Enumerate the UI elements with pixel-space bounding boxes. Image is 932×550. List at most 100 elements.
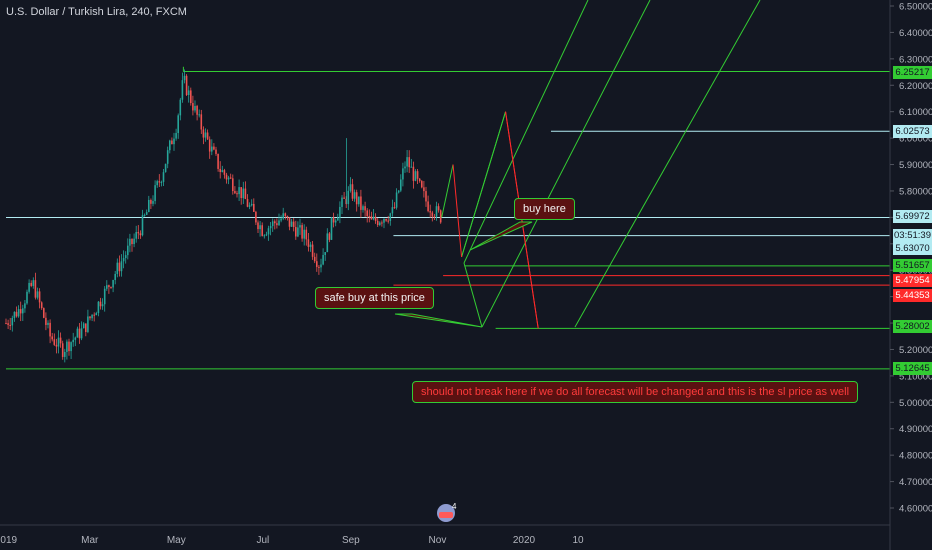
candle-body <box>208 139 211 152</box>
candle-body <box>330 217 333 240</box>
candle-body <box>66 341 68 352</box>
candle-body <box>393 207 396 209</box>
candle-body <box>110 286 112 288</box>
y-tick-label: 4.80000 <box>899 451 932 462</box>
candle-body <box>7 323 9 325</box>
candle-body <box>423 187 425 192</box>
candle-body <box>397 190 400 193</box>
candle-body <box>19 309 22 314</box>
candle-body <box>72 339 74 343</box>
candle-body <box>324 252 326 255</box>
candle-body <box>303 229 305 239</box>
channel-line <box>463 0 589 264</box>
candle-body <box>353 192 356 199</box>
candle-body <box>358 196 360 205</box>
candle-body <box>347 190 350 205</box>
horizontal-levels <box>6 66 890 370</box>
candle-body <box>148 199 150 213</box>
y-tick-label: 6.10000 <box>899 107 932 118</box>
channel-line <box>574 0 761 328</box>
annotation-safe-buy[interactable]: safe buy at this price <box>315 287 434 309</box>
channel-line <box>463 262 483 328</box>
y-tick-label: 6.20000 <box>899 81 932 92</box>
time-axis: 2019 Mar May Jul Sep Nov 2020 10 <box>0 535 584 546</box>
candle-body <box>418 178 421 182</box>
candle-body <box>364 206 366 211</box>
candle-body <box>261 225 263 236</box>
candle-body <box>360 196 362 210</box>
candle-body <box>351 184 354 199</box>
annotation-sl-warning[interactable]: should not break here if we do all forec… <box>412 381 859 403</box>
candle-body <box>370 216 373 220</box>
candle-body <box>133 238 135 245</box>
candle-body <box>253 203 255 212</box>
candle-body <box>238 187 240 195</box>
candle-body <box>427 201 429 212</box>
candle-body <box>318 266 320 268</box>
candle-body <box>425 191 427 202</box>
price-label: 03:51:39 <box>893 229 932 242</box>
candle-body <box>99 301 102 307</box>
candle-body <box>95 313 98 316</box>
candle-body <box>160 181 163 183</box>
candle-body <box>431 212 434 217</box>
candle-body <box>173 138 175 145</box>
candle-body <box>40 302 43 309</box>
candle-body <box>17 309 20 317</box>
candle-body <box>286 215 289 218</box>
candle-body <box>141 215 144 236</box>
candle-body <box>225 174 228 180</box>
candle-body <box>433 216 436 218</box>
candle-body <box>89 316 91 319</box>
badge[interactable]: 4 <box>437 502 457 522</box>
x-tick-label: 2019 <box>0 535 18 546</box>
candle-body <box>57 337 60 347</box>
candle-body <box>137 232 140 234</box>
candle-body <box>402 168 404 180</box>
candle-body <box>198 114 200 116</box>
candle-body <box>297 227 299 237</box>
candle-body <box>232 178 234 192</box>
candle-body <box>257 222 259 230</box>
candle-body <box>32 280 35 286</box>
candle-body <box>242 188 245 199</box>
candle-body <box>91 314 93 319</box>
candle-body <box>332 217 335 223</box>
candle-body <box>36 291 39 298</box>
candle-body <box>145 212 148 215</box>
candle-body <box>391 207 394 214</box>
candle-body <box>118 262 121 272</box>
candle-body <box>307 239 310 247</box>
candle-body <box>379 222 381 225</box>
candle-body <box>349 184 352 191</box>
y-tick-label: 5.00000 <box>899 398 932 409</box>
x-tick-label: Mar <box>81 535 99 546</box>
candle-body <box>5 323 7 325</box>
candle-body <box>383 219 385 223</box>
candle-body <box>120 261 123 272</box>
candle-body <box>374 216 377 221</box>
price-label: 5.69972 <box>893 210 932 223</box>
candle-body <box>290 221 293 227</box>
candle-body <box>139 233 142 236</box>
candle-body <box>68 341 70 352</box>
candle-body <box>114 273 116 281</box>
candle-body <box>435 206 438 217</box>
candle-body <box>322 254 324 265</box>
candle-body <box>404 166 406 169</box>
candle-body <box>439 210 442 223</box>
candle-body <box>154 185 156 202</box>
price-label: 5.12645 <box>893 362 932 375</box>
candle-body <box>255 211 257 223</box>
annotation-buy-here[interactable]: buy here <box>514 198 575 220</box>
candle-body <box>271 221 274 227</box>
candle-body <box>339 206 341 218</box>
candle-body <box>223 170 226 175</box>
candle-body <box>124 255 127 259</box>
price-label: 5.28002 <box>893 320 932 333</box>
candle-body <box>284 213 287 216</box>
candle-body <box>158 181 161 183</box>
annotation-pointers <box>394 221 533 328</box>
candle-body <box>38 291 41 303</box>
